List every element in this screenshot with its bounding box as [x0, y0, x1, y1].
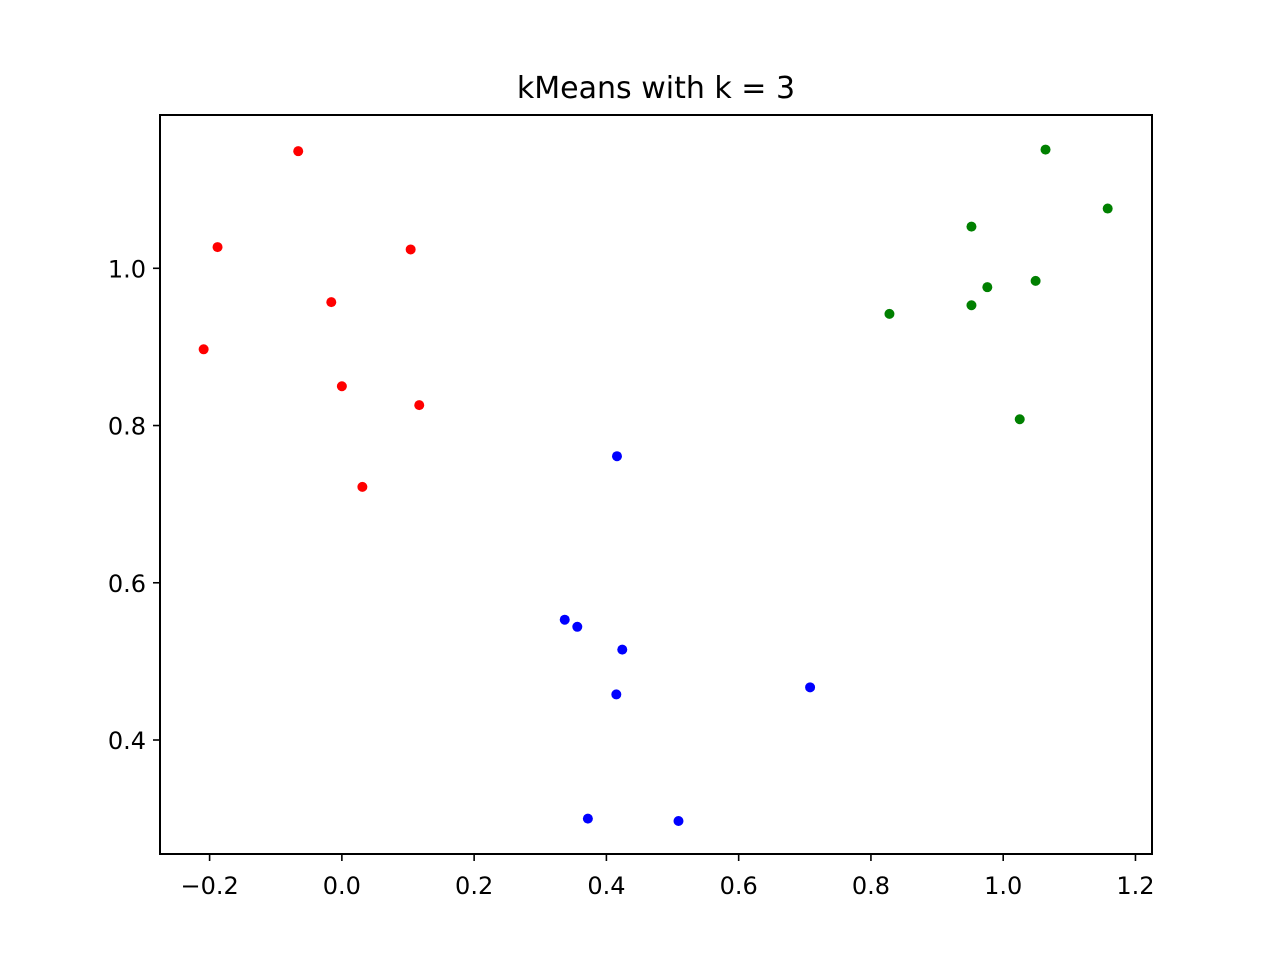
x-tick-label: −0.2	[180, 872, 238, 900]
data-point	[582, 813, 593, 824]
x-tick-label: 0.6	[720, 872, 758, 900]
data-point	[198, 344, 209, 355]
data-point	[212, 242, 223, 253]
x-tick-label: 1.0	[984, 872, 1022, 900]
data-point	[611, 451, 622, 462]
data-point	[966, 300, 977, 311]
data-point	[617, 644, 628, 655]
y-tick-label: 0.4	[108, 727, 146, 755]
data-point	[1040, 144, 1051, 155]
x-tick-label: 0.0	[323, 872, 361, 900]
x-tick-label: 1.2	[1116, 872, 1154, 900]
x-tick-label: 0.2	[455, 872, 493, 900]
points-layer	[198, 144, 1113, 826]
x-tick-label: 0.4	[587, 872, 625, 900]
data-point	[611, 689, 622, 700]
x-tick-label: 0.8	[852, 872, 890, 900]
chart-title: kMeans with k = 3	[517, 71, 795, 106]
y-tick-label: 1.0	[108, 255, 146, 283]
data-point	[572, 621, 583, 632]
data-point	[884, 308, 895, 319]
data-point	[293, 146, 304, 157]
data-point	[405, 244, 416, 255]
data-point	[336, 381, 347, 392]
data-point	[982, 282, 993, 293]
data-point	[1014, 414, 1025, 425]
data-point	[414, 400, 425, 411]
data-point	[1102, 203, 1113, 214]
plot-area-frame	[159, 114, 1153, 855]
data-point	[966, 221, 977, 232]
data-point	[559, 614, 570, 625]
y-tick-label: 0.6	[108, 570, 146, 598]
data-point	[805, 682, 816, 693]
y-tick-label: 0.8	[108, 413, 146, 441]
data-point	[357, 481, 368, 492]
ticks-layer: −0.2 0.0 0.2 0.4 0.6 0.8 1.0 1.2 0.4 0.6 0.8 1.0	[108, 255, 1155, 900]
data-point	[673, 815, 684, 826]
data-point	[326, 297, 337, 308]
data-point	[1030, 275, 1041, 286]
